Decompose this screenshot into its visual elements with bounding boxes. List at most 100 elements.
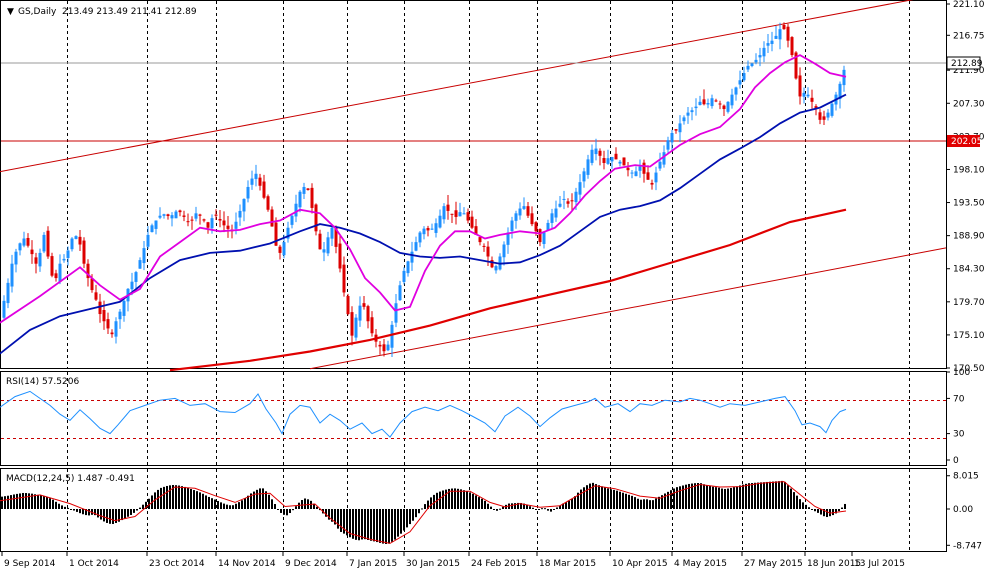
macd-bar xyxy=(328,509,330,520)
candle-body xyxy=(166,214,170,217)
macd-bar xyxy=(805,504,807,509)
candle-body xyxy=(294,203,298,217)
macd-bar xyxy=(217,500,219,509)
candle-body xyxy=(702,99,706,105)
price-pane[interactable] xyxy=(0,0,947,369)
candle-body xyxy=(698,101,702,106)
macd-signal-line xyxy=(0,481,847,544)
candle-body xyxy=(34,257,38,264)
candle-body xyxy=(226,225,230,229)
macd-bar xyxy=(712,486,714,509)
macd-bar xyxy=(397,509,399,537)
macd-axis: 8.015 0.00 -8.747 xyxy=(946,472,982,551)
macd-bar xyxy=(226,504,228,509)
macd-bar xyxy=(97,509,99,518)
price-tick-label: 207.30 xyxy=(953,99,985,109)
macd-bar xyxy=(235,503,237,509)
macd-bar xyxy=(802,502,804,509)
macd-bar xyxy=(145,501,147,509)
macd-bar xyxy=(574,496,576,509)
macd-bar xyxy=(811,509,813,510)
candle-body xyxy=(154,220,158,229)
macd-bar xyxy=(331,509,333,522)
macd-bar xyxy=(202,493,204,509)
macd-bar xyxy=(535,509,537,510)
macd-bar xyxy=(406,509,408,528)
macd-bar xyxy=(526,504,528,509)
macd-bar xyxy=(106,509,108,523)
candle-body xyxy=(46,230,50,257)
candle-body xyxy=(78,236,82,245)
macd-bar xyxy=(565,502,567,509)
macd-pane[interactable] xyxy=(0,468,947,552)
trend-channel[interactable] xyxy=(0,0,947,370)
macd-bar xyxy=(709,486,711,509)
macd-bar xyxy=(358,509,360,541)
macd-bar xyxy=(61,505,63,509)
candle-body xyxy=(730,94,734,106)
rsi-pane[interactable] xyxy=(0,371,947,466)
macd-bar xyxy=(790,488,792,509)
candle-body xyxy=(118,311,122,320)
macd-bar xyxy=(181,486,183,509)
macd-bar xyxy=(424,504,426,509)
macd-bar xyxy=(682,485,684,509)
candle-body xyxy=(794,52,798,79)
macd-bar xyxy=(466,491,468,509)
candle-body xyxy=(114,321,118,337)
macd-bar xyxy=(841,507,843,509)
macd-bar xyxy=(124,509,126,519)
candle-body xyxy=(674,129,678,131)
macd-bar xyxy=(454,488,456,509)
candle-body xyxy=(134,272,138,282)
macd-bar xyxy=(439,491,441,509)
macd-bar xyxy=(478,497,480,509)
candle-body xyxy=(658,161,662,169)
macd-bar xyxy=(103,509,105,522)
macd-bar xyxy=(367,509,369,540)
candle-body xyxy=(222,220,226,226)
candle-body xyxy=(654,172,658,183)
macd-bar xyxy=(826,509,828,518)
candle-body xyxy=(670,133,674,143)
hline-price-tag-box xyxy=(947,135,980,147)
macd-bar xyxy=(250,493,252,509)
macd-bar xyxy=(547,509,549,511)
price-tick-label: 216.75 xyxy=(953,31,985,41)
macd-tick-label: -8.747 xyxy=(953,541,982,551)
macd-bar xyxy=(844,503,846,509)
macd-bar xyxy=(142,504,144,509)
price-axis[interactable]: 221.10216.75211.90207.30202.70198.10193.… xyxy=(946,0,985,374)
candle-body xyxy=(442,206,446,220)
macd-bar xyxy=(172,484,174,509)
candle-body xyxy=(346,296,350,315)
macd-bar xyxy=(319,509,321,511)
macd-bar xyxy=(730,487,732,509)
macd-bar xyxy=(115,509,117,523)
candle-body xyxy=(218,219,222,221)
candle-body xyxy=(390,324,394,348)
candle-body xyxy=(590,149,594,163)
price-tick-label: 211.90 xyxy=(953,66,985,76)
macd-bar xyxy=(40,495,42,509)
candle-body xyxy=(258,177,262,186)
candle-body xyxy=(278,246,282,253)
macd-bar xyxy=(808,507,810,509)
time-axis[interactable]: 9 Sep 2014 1 Oct 2014 23 Oct 2014 14 Nov 20… xyxy=(1,552,905,569)
macd-bar xyxy=(187,487,189,509)
macd-bar xyxy=(562,503,564,509)
candle-body xyxy=(358,305,362,321)
candle-body xyxy=(610,156,614,162)
macd-bar xyxy=(343,509,345,534)
macd-bar xyxy=(313,503,315,509)
collapse-triangle-icon[interactable]: ▼ xyxy=(7,7,14,17)
candle-body xyxy=(582,171,586,182)
candle-body xyxy=(758,55,762,58)
candle-body xyxy=(518,208,522,216)
candle-body xyxy=(838,83,842,99)
candle-body xyxy=(830,103,834,116)
candle-body xyxy=(70,238,74,250)
macd-bar xyxy=(55,501,57,509)
macd-bar xyxy=(265,491,267,509)
